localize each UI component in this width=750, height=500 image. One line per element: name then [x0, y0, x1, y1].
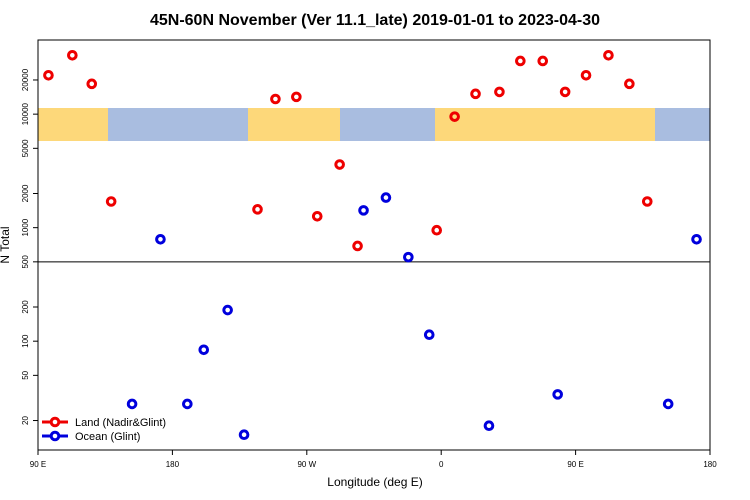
point: [291, 91, 302, 103]
point: [43, 69, 54, 81]
point: [222, 304, 233, 316]
point: [691, 233, 702, 245]
point: [182, 398, 193, 410]
point: [515, 55, 526, 67]
x-tick-label: 90 E: [30, 460, 46, 469]
map-band: [38, 108, 710, 141]
point: [483, 420, 495, 432]
point: [431, 224, 443, 236]
x-tick-label: 180: [703, 460, 717, 469]
point: [423, 329, 435, 341]
point: [494, 86, 505, 98]
y-axis-label: N Total: [0, 226, 12, 263]
point: [311, 210, 323, 222]
point: [580, 69, 592, 81]
legend-label: Ocean (Glint): [75, 431, 140, 443]
y-tick-label: 20: [21, 416, 30, 425]
point: [603, 49, 614, 61]
point: [552, 389, 563, 400]
point: [380, 192, 392, 203]
point: [537, 55, 549, 67]
x-axis-label: Longitude (deg E): [327, 475, 422, 489]
chart-title: 45N-60N November (Ver 11.1_late) 2019-01…: [150, 12, 600, 29]
point: [270, 93, 281, 105]
point: [334, 159, 345, 170]
y-tick-label: 2000: [21, 184, 30, 202]
y-tick-label: 200: [21, 300, 30, 314]
y-tick-label: 50: [21, 370, 30, 379]
y-tick-label: 10000: [21, 102, 30, 125]
point: [624, 78, 635, 90]
point: [126, 398, 138, 410]
point: [352, 240, 363, 252]
x-tick-label: 180: [166, 460, 180, 469]
legend-label: Land (Nadir&Glint): [75, 417, 166, 429]
legend-marker: [49, 416, 61, 428]
point: [198, 344, 210, 356]
plot-frame: [37, 39, 711, 451]
y-tick-label: 500: [21, 255, 30, 269]
point: [238, 429, 250, 441]
point: [86, 78, 98, 90]
legend-marker: [49, 430, 61, 442]
point: [252, 204, 263, 215]
point: [641, 196, 653, 207]
x-tick-label: 90 E: [567, 460, 583, 469]
point: [403, 251, 414, 263]
point: [449, 111, 460, 122]
y-tick-label: 1000: [21, 218, 30, 236]
y-tick-label: 100: [21, 334, 30, 348]
point: [155, 233, 166, 245]
y-tick-label: 5000: [21, 139, 30, 157]
point: [105, 196, 117, 207]
map-ocean: [655, 108, 710, 141]
point: [470, 88, 481, 100]
point: [662, 398, 674, 410]
point: [358, 205, 369, 216]
point: [559, 86, 571, 98]
point: [67, 49, 78, 61]
x-tick-label: 90 W: [297, 460, 316, 469]
x-tick-label: 0: [439, 460, 444, 469]
y-tick-label: 20000: [21, 68, 30, 91]
map-ocean: [340, 108, 435, 141]
map-ocean: [108, 108, 248, 141]
